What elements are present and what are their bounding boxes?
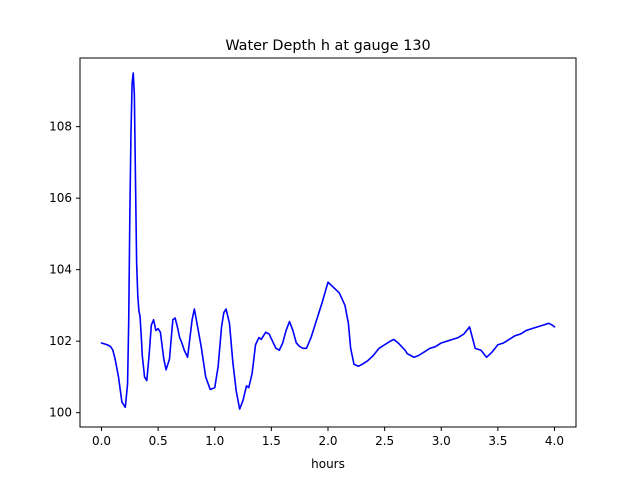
x-tick-label: 0.0 — [92, 434, 111, 448]
y-tick-label: 104 — [49, 263, 72, 277]
y-tick-label: 102 — [49, 334, 72, 348]
x-tick-label: 2.5 — [375, 434, 394, 448]
x-axis-label: hours — [311, 457, 345, 471]
x-tick-label: 3.0 — [432, 434, 451, 448]
x-tick-label: 1.5 — [262, 434, 281, 448]
x-tick-label: 2.0 — [318, 434, 337, 448]
plot-area — [100, 72, 556, 410]
x-tick-label: 0.5 — [149, 434, 168, 448]
series-line-1 — [100, 72, 556, 410]
x-tick-label: 3.5 — [488, 434, 507, 448]
y-tick-label: 100 — [49, 406, 72, 420]
chart-title: Water Depth h at gauge 130 — [225, 38, 430, 54]
y-tick-label: 106 — [49, 191, 72, 205]
x-tick-label: 4.0 — [545, 434, 564, 448]
y-tick-label: 108 — [49, 120, 72, 134]
axes: 0.0 0.5 1.0 1.5 2.0 2.5 3.0 3.5 4.0 100 102 104 106 1… — [49, 57, 577, 448]
x-tick-label: 1.0 — [205, 434, 224, 448]
